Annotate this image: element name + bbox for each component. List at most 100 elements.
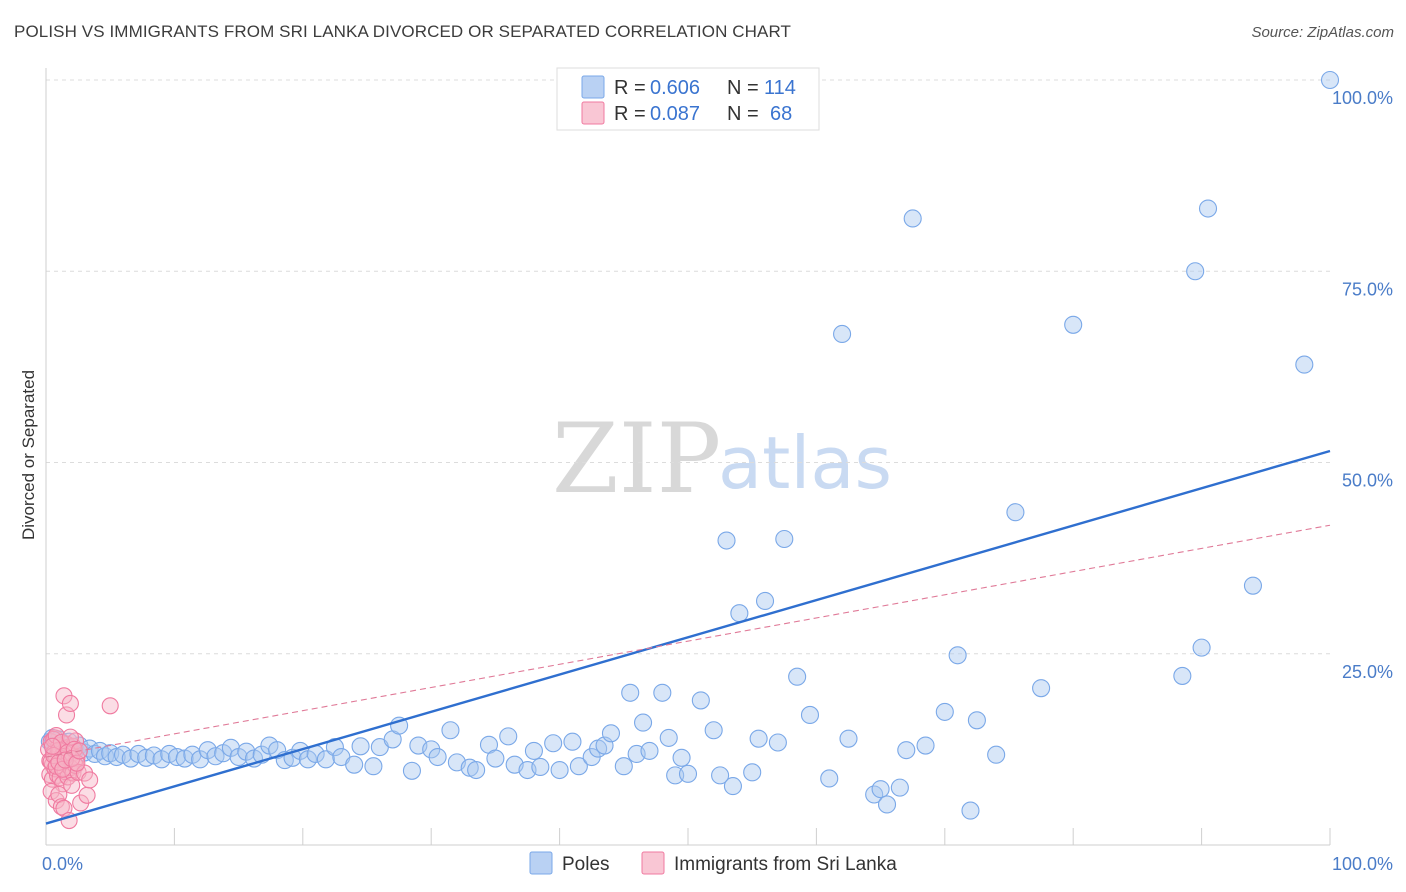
data-point-poles: [550, 760, 569, 780]
trend-line-srilanka: [45, 524, 1331, 758]
data-point-poles: [839, 729, 858, 748]
data-point-poles: [749, 729, 768, 748]
legend-n-label-srilanka: N =: [727, 103, 759, 125]
data-point-poles: [422, 740, 441, 759]
data-point-poles: [800, 705, 820, 725]
data-point-poles: [351, 737, 370, 756]
y-tick-label-75: 75.0%: [1342, 279, 1393, 299]
data-point-poles: [935, 702, 954, 721]
data-point-poles: [1320, 70, 1340, 90]
data-point-poles: [691, 691, 710, 710]
data-point-srilanka: [101, 697, 119, 715]
data-point-poles: [531, 757, 550, 777]
data-point-poles: [833, 324, 852, 344]
legend-r-label-poles: R =: [614, 77, 646, 99]
data-point-srilanka: [81, 771, 99, 789]
data-point-poles: [1006, 503, 1025, 522]
x-tick-label-max: 100.0%: [1332, 854, 1393, 874]
data-point-poles: [672, 748, 691, 767]
legend-top: R = 0.606 N = 114 R = 0.087 N = 68: [556, 67, 820, 131]
legend-bottom-swatch-srilanka: [641, 851, 665, 875]
data-point-poles: [569, 757, 588, 776]
data-point-poles: [499, 727, 518, 746]
data-point-poles: [601, 724, 621, 743]
grid-lines: [46, 79, 1330, 655]
data-point-poles: [704, 721, 723, 740]
source-attribution: Source: ZipAtlas.com: [1251, 24, 1394, 41]
data-point-poles: [544, 734, 563, 753]
data-point-poles: [221, 738, 240, 757]
data-point-poles: [486, 749, 505, 768]
data-point-poles: [775, 529, 794, 549]
data-point-poles: [897, 741, 916, 760]
data-point-poles: [967, 711, 986, 730]
data-point-poles: [678, 764, 698, 783]
legend-r-value-srilanka: 0.087: [650, 103, 700, 125]
data-point-poles: [524, 741, 543, 760]
data-point-poles: [653, 683, 672, 702]
tick-labels: 0.0% 100.0% 25.0% 50.0% 75.0% 100.0%: [42, 88, 1393, 874]
data-point-poles: [237, 742, 256, 761]
data-point-poles: [1295, 355, 1314, 374]
legend-bottom-label-srilanka: Immigrants from Sri Lanka: [674, 854, 897, 875]
data-point-poles: [1173, 666, 1192, 685]
data-point-poles: [755, 591, 775, 611]
data-point-poles: [621, 683, 640, 702]
data-point-poles: [640, 741, 659, 760]
watermark-zip: ZIP: [552, 403, 721, 515]
legend-bottom-swatch-poles: [529, 851, 553, 875]
data-point-poles: [903, 209, 922, 228]
data-point-srilanka: [78, 786, 96, 804]
data-point-poles: [345, 755, 364, 774]
data-point-poles: [1192, 638, 1211, 657]
y-tick-label-50: 50.0%: [1342, 471, 1393, 491]
data-point-poles: [961, 801, 980, 820]
data-point-poles: [563, 732, 582, 751]
data-point-poles: [634, 713, 653, 732]
data-point-poles: [788, 667, 807, 686]
legend-swatch-poles: [581, 75, 605, 99]
legend-swatch-srilanka: [581, 101, 605, 125]
x-tick-label-min: 0.0%: [42, 854, 83, 874]
legend-bottom: Poles Immigrants from Sri Lanka: [529, 851, 897, 875]
axes: [45, 68, 1331, 846]
data-point-poles: [167, 747, 187, 767]
data-point-poles: [711, 766, 730, 785]
legend-r-label-srilanka: R =: [614, 103, 646, 125]
data-point-srilanka: [61, 694, 79, 713]
legend-n-label-poles: N =: [727, 77, 759, 99]
data-point-poles: [467, 760, 486, 780]
legend-n-value-srilanka: 68: [770, 103, 792, 125]
data-point-poles: [191, 750, 210, 769]
data-point-poles: [364, 757, 383, 776]
legend-r-value-poles: 0.606: [650, 77, 700, 99]
data-point-poles: [1243, 576, 1263, 595]
data-point-poles: [723, 777, 742, 796]
data-point-poles: [768, 733, 787, 752]
data-point-poles: [1032, 679, 1051, 698]
legend-bottom-label-poles: Poles: [562, 854, 610, 875]
data-point-poles: [948, 646, 967, 665]
data-point-poles: [428, 747, 447, 767]
data-point-srilanka: [43, 737, 61, 755]
trend-line-poles: [45, 449, 1331, 825]
data-point-poles: [743, 763, 762, 782]
data-point-poles: [890, 778, 909, 797]
data-point-poles: [614, 757, 633, 776]
data-point-poles: [659, 728, 678, 747]
y-tick-label-25: 25.0%: [1342, 662, 1393, 682]
data-point-srilanka: [52, 798, 70, 816]
data-point-poles: [916, 736, 935, 755]
trend-lines: [45, 449, 1331, 825]
legend-n-value-poles: 114: [764, 77, 796, 99]
series-sri-lanka: [40, 687, 119, 830]
data-point-poles: [316, 750, 335, 769]
series-poles: [40, 70, 1340, 820]
y-tick-label-100: 100.0%: [1332, 88, 1393, 108]
data-point-srilanka: [47, 727, 65, 745]
data-point-poles: [402, 761, 421, 780]
y-axis-title: Divorced or Separated: [19, 370, 38, 540]
data-point-poles: [1198, 199, 1218, 218]
data-point-poles: [717, 531, 736, 550]
